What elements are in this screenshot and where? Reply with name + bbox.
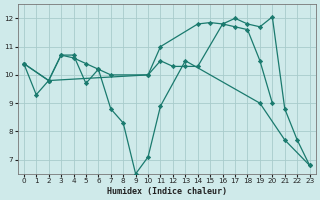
X-axis label: Humidex (Indice chaleur): Humidex (Indice chaleur) (107, 187, 227, 196)
